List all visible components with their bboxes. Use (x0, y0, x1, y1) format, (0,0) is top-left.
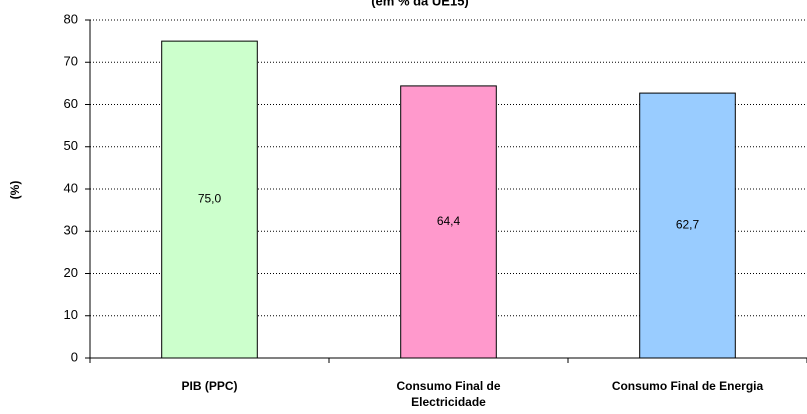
y-tick-label: 20 (64, 265, 78, 280)
bar (639, 92, 736, 359)
value-label: 75,0 (198, 192, 222, 206)
y-tick-label: 60 (64, 96, 78, 111)
y-tick-label: 10 (64, 307, 78, 322)
x-tick-label: Consumo Final de Energia (611, 379, 764, 393)
y-tick-label: 30 (64, 223, 78, 238)
x-tick-label: PIB (PPC) (181, 379, 238, 393)
y-tick-label: 50 (64, 138, 78, 153)
y-tick-label: 0 (71, 349, 78, 364)
y-tick-label: 70 (64, 54, 78, 69)
value-label: 64,4 (437, 214, 461, 228)
chart-title: (em % da UE15) (371, 0, 469, 8)
bar (400, 85, 497, 359)
y-axis-label: (%) (8, 181, 22, 200)
value-label: 62,7 (676, 218, 700, 232)
bar (161, 40, 258, 359)
x-tick-label: Consumo Final de Electricidade (396, 379, 501, 409)
y-tick-label: 80 (64, 11, 78, 26)
y-tick-label: 40 (64, 180, 78, 195)
